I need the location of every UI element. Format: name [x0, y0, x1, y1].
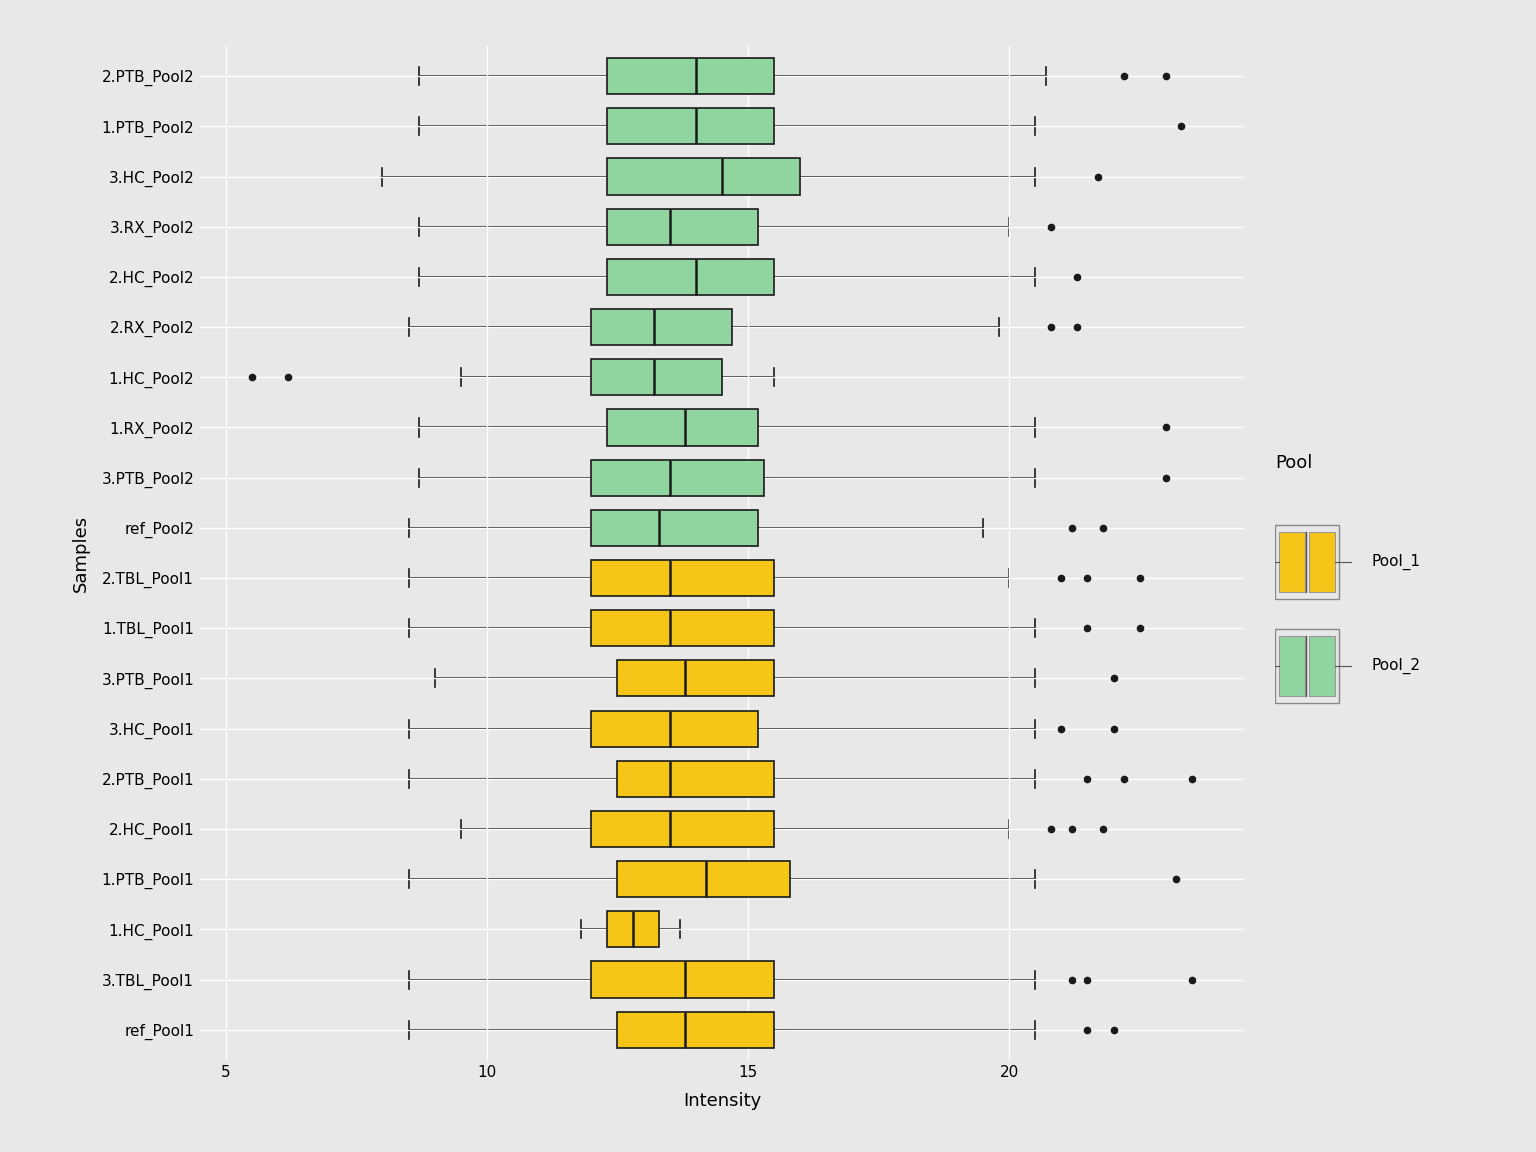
Bar	[607, 108, 774, 144]
Bar	[617, 1011, 774, 1048]
Bar	[607, 911, 659, 947]
Bar	[591, 962, 774, 998]
Bar	[607, 259, 774, 295]
Bar	[607, 159, 800, 195]
Bar	[591, 510, 759, 546]
FancyBboxPatch shape	[1275, 525, 1339, 599]
Text: Pool_1: Pool_1	[1372, 554, 1421, 570]
Bar	[607, 58, 774, 94]
Text: Pool_2: Pool_2	[1372, 658, 1421, 674]
Bar	[617, 660, 774, 697]
Text: Pool: Pool	[1275, 454, 1312, 472]
Bar	[607, 409, 759, 446]
Bar	[591, 711, 759, 746]
Bar	[591, 560, 774, 596]
Bar	[591, 611, 774, 646]
Bar	[591, 460, 763, 495]
Bar	[591, 359, 722, 395]
Y-axis label: Samples: Samples	[72, 515, 91, 591]
FancyBboxPatch shape	[1275, 629, 1339, 703]
Bar	[591, 811, 774, 847]
Bar	[617, 760, 774, 797]
Bar	[607, 209, 759, 245]
Bar	[591, 309, 733, 346]
X-axis label: Intensity: Intensity	[684, 1091, 760, 1109]
Bar	[617, 861, 790, 897]
